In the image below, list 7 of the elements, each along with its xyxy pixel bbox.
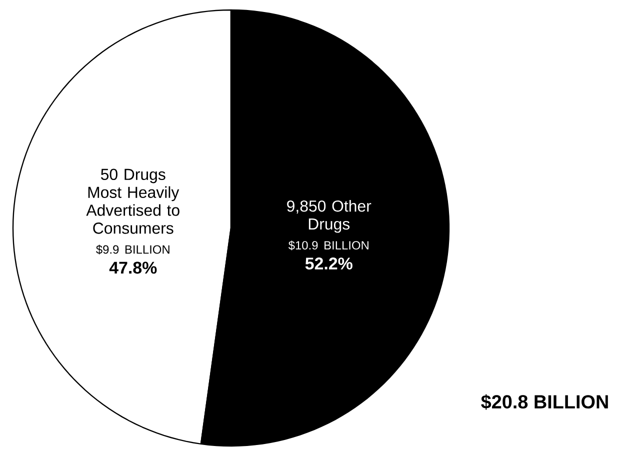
text: $20.8 BILLION <box>481 394 608 410</box>
text: $9.9 BILLION <box>96 244 170 254</box>
slice-label: 9,850 Other Drugs <box>287 200 372 233</box>
data-label: 47.8% <box>109 262 157 274</box>
data-label: 52.2% <box>305 258 352 270</box>
slice-label: 50 Drugs Most Heavily Advertised to Consumers <box>86 168 180 234</box>
text: $10.9 BILLION <box>288 240 368 250</box>
